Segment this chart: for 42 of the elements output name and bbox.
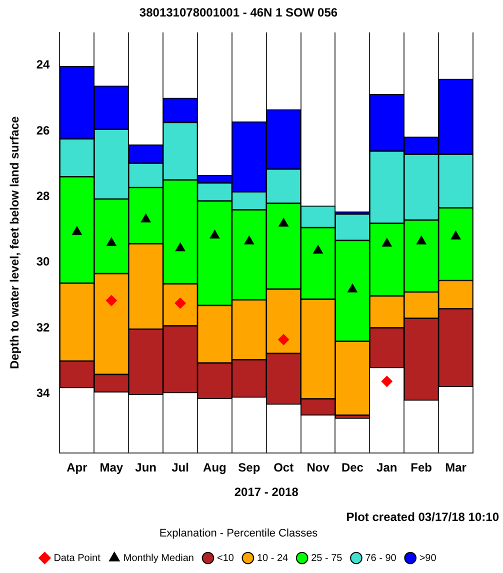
legend-label: 76 - 90 [365, 552, 397, 564]
x-tick-label: Dec [341, 460, 364, 475]
x-tick-label: Jun [135, 460, 157, 475]
y-tick-label: 30 [36, 254, 50, 269]
y-tick-label: 24 [36, 58, 50, 72]
point [72, 226, 82, 235]
y-axis-title: Depth to water level, feet below land surface [8, 116, 22, 370]
point [210, 230, 220, 238]
y-tick-label: 28 [36, 189, 50, 204]
point [348, 284, 358, 292]
x-tick-label: Feb [410, 460, 432, 475]
point [382, 238, 392, 247]
legend-label: <10 [216, 552, 234, 564]
x-tick-label: Mar [445, 460, 467, 475]
point [106, 238, 116, 246]
y-tick-label: 26 [36, 123, 50, 138]
legend-label: Data Point [54, 552, 101, 564]
x-tick-label: Apr [66, 460, 88, 475]
point [313, 245, 323, 254]
point [278, 218, 288, 227]
legend-label: Monthly Median [123, 552, 194, 564]
x-tick-label: Sep [238, 460, 260, 475]
x-tick-label: May [100, 460, 124, 475]
point [244, 236, 254, 244]
legend-title: Explanation - Percentile Classes [159, 527, 318, 540]
point [175, 242, 186, 252]
x-tick-label: Nov [306, 460, 330, 475]
x-tick-label: Jul [172, 460, 189, 475]
x-tick-label: Jan [376, 460, 398, 475]
chart-title: 380131078001001 - 46N 1 SOW 056 [139, 6, 338, 20]
x-tick-label: Oct [274, 460, 294, 475]
y-tick-label: 34 [36, 386, 50, 400]
y-tick-label: 32 [36, 320, 50, 334]
point [141, 214, 151, 222]
x-axis-title: 2017 - 2018 [234, 484, 299, 499]
point [416, 236, 426, 244]
legend-label: >90 [419, 552, 437, 564]
point [450, 230, 461, 240]
text: Plot created 03/17/18 10:10 [346, 510, 500, 524]
legend-label: 25 - 75 [311, 552, 343, 564]
x-tick-label: Aug [203, 460, 226, 475]
legend-label: 10 - 24 [256, 552, 289, 564]
